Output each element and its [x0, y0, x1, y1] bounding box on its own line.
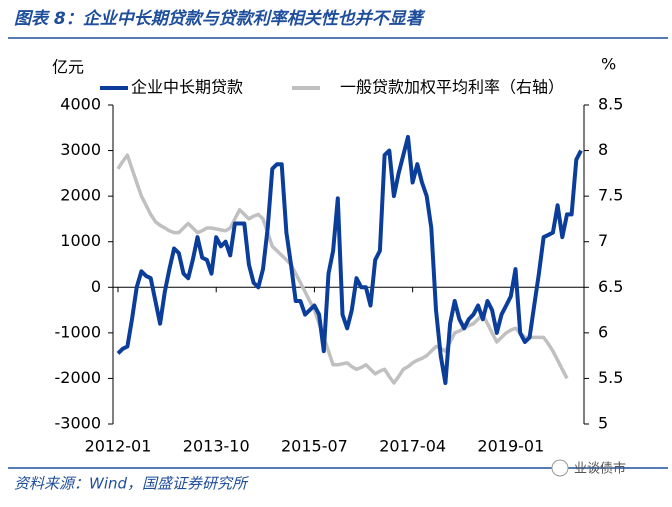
chart-title: 图表 8：企业中长期贷款与贷款利率相关性也并不显著 — [14, 9, 426, 29]
source: 资料来源：Wind，国盛证券研究所 — [14, 475, 249, 493]
y2-tick-label: 6 — [598, 322, 608, 341]
y-tick-label: 1000 — [60, 231, 101, 250]
legend-label: 一般贷款加权平均利率（右轴） — [340, 78, 564, 97]
y2-tick-label: 8.5 — [598, 95, 623, 114]
legend-label: 企业中长期贷款 — [131, 78, 243, 97]
y-tick-label: 0 — [91, 277, 101, 296]
y-tick-label: -1000 — [55, 322, 102, 341]
series-line — [116, 153, 569, 385]
y2-tick-label: 7 — [598, 231, 608, 250]
y-tick-label: 2000 — [60, 186, 101, 205]
y2-tick-label: 8 — [598, 140, 608, 159]
y-tick-label: -2000 — [55, 368, 102, 387]
watermark: 业谈债市 — [574, 461, 626, 477]
x-tick-label: 2012-01 — [85, 437, 152, 456]
y2-tick-label: 6.5 — [598, 277, 623, 296]
y2-tick-label: 7.5 — [598, 186, 623, 205]
watermark-icon — [551, 459, 569, 477]
series-line — [116, 134, 583, 385]
x-tick-label: 2017-04 — [379, 437, 446, 456]
y-tick-label: -3000 — [55, 414, 102, 433]
y2-axis-label: % — [601, 55, 616, 74]
y-tick-label: 4000 — [60, 95, 101, 114]
y-tick-label: 3000 — [60, 140, 101, 159]
x-tick-label: 2019-01 — [477, 437, 544, 456]
x-tick-label: 2015-07 — [281, 437, 348, 456]
x-tick-label: 2013-10 — [183, 437, 250, 456]
y2-tick-label: 5.5 — [598, 368, 623, 387]
y-axis-label: 亿元 — [52, 58, 84, 77]
y2-tick-label: 5 — [598, 414, 608, 433]
